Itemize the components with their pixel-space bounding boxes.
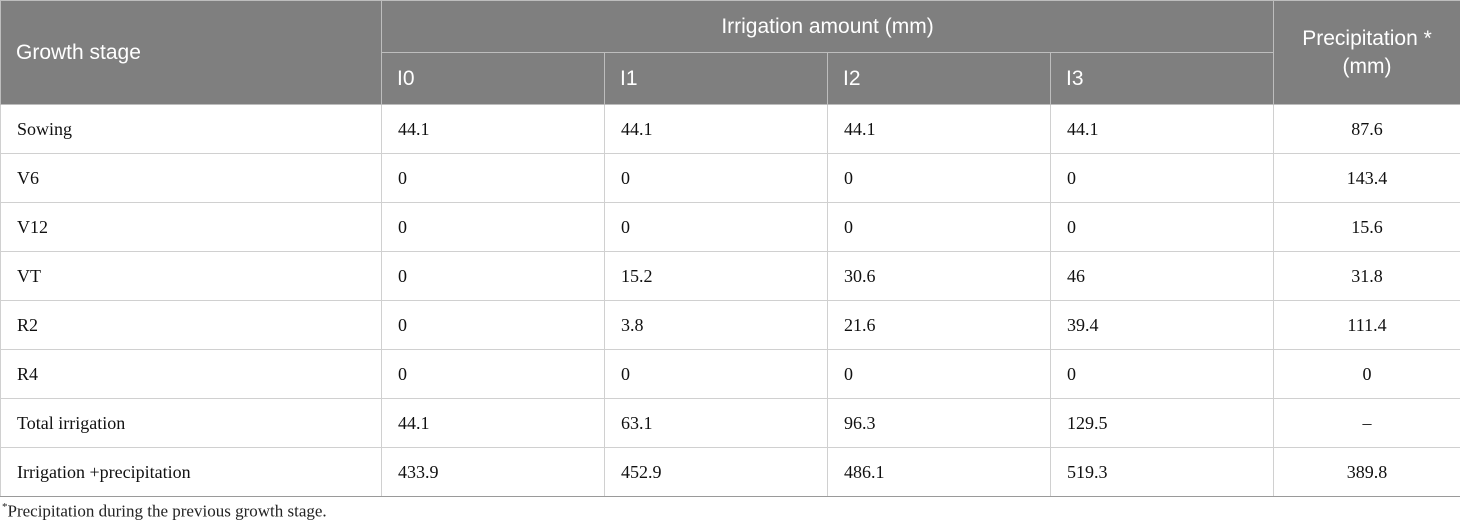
table-row: Sowing 44.1 44.1 44.1 44.1 87.6 <box>0 104 1460 154</box>
table-row: VT 0 15.2 30.6 46 31.8 <box>0 251 1460 301</box>
growth-stage-cell: R2 <box>0 300 382 350</box>
i1-cell: 15.2 <box>604 251 828 301</box>
table-row: R4 0 0 0 0 0 <box>0 349 1460 399</box>
i3-cell: 39.4 <box>1049 300 1275 350</box>
table-body: Sowing 44.1 44.1 44.1 44.1 87.6 V6 0 0 0… <box>0 104 1460 497</box>
i2-cell: 0 <box>827 349 1051 399</box>
treatment-header-i1: I1 <box>604 52 828 105</box>
i1-cell: 452.9 <box>604 447 828 497</box>
growth-stage-cell: V12 <box>0 202 382 252</box>
treatment-header-row: I0 I1 I2 I3 <box>1 52 1460 105</box>
i1-cell: 44.1 <box>604 104 828 154</box>
i0-cell: 44.1 <box>381 104 605 154</box>
i3-cell: 0 <box>1049 202 1275 252</box>
header-row: Growth stage Irrigation amount (mm) Prec… <box>0 0 1460 105</box>
i3-cell: 46 <box>1049 251 1275 301</box>
treatment-header-i2: I2 <box>827 52 1051 105</box>
precipitation-cell: 389.8 <box>1273 447 1460 497</box>
table-header: Growth stage Irrigation amount (mm) Prec… <box>0 0 1460 105</box>
precipitation-cell: – <box>1273 398 1460 448</box>
i2-cell: 21.6 <box>827 300 1051 350</box>
i0-cell: 0 <box>381 153 605 203</box>
i3-cell: 0 <box>1049 153 1275 203</box>
i2-cell: 0 <box>827 153 1051 203</box>
table-row: Irrigation +precipitation 433.9 452.9 48… <box>0 447 1460 497</box>
growth-stage-cell: R4 <box>0 349 382 399</box>
i2-cell: 0 <box>827 202 1051 252</box>
growth-stage-cell: Sowing <box>0 104 382 154</box>
table-footnote: *Precipitation during the previous growt… <box>2 501 327 522</box>
precipitation-header-line1: Precipitation * <box>1302 26 1432 50</box>
precipitation-cell: 111.4 <box>1273 300 1460 350</box>
i1-cell: 0 <box>604 202 828 252</box>
precipitation-cell: 31.8 <box>1273 251 1460 301</box>
precipitation-cell: 87.6 <box>1273 104 1460 154</box>
table-row: Total irrigation 44.1 63.1 96.3 129.5 – <box>0 398 1460 448</box>
i2-cell: 44.1 <box>827 104 1051 154</box>
table-row: R2 0 3.8 21.6 39.4 111.4 <box>0 300 1460 350</box>
treatment-header-i0: I0 <box>381 52 605 105</box>
i3-cell: 129.5 <box>1049 398 1275 448</box>
i0-cell: 0 <box>381 300 605 350</box>
irrigation-amount-header: Irrigation amount (mm) <box>380 0 1275 53</box>
growth-stage-cell: VT <box>0 251 382 301</box>
i0-cell: 44.1 <box>381 398 605 448</box>
i1-cell: 63.1 <box>604 398 828 448</box>
i0-cell: 0 <box>381 251 605 301</box>
i2-cell: 30.6 <box>827 251 1051 301</box>
precipitation-header-line2: (mm) <box>1342 54 1392 78</box>
growth-stage-header: Growth stage <box>0 0 382 105</box>
i3-cell: 44.1 <box>1049 104 1275 154</box>
i1-cell: 0 <box>604 153 828 203</box>
precipitation-cell: 0 <box>1273 349 1460 399</box>
i0-cell: 0 <box>381 202 605 252</box>
i2-cell: 96.3 <box>827 398 1051 448</box>
i0-cell: 0 <box>381 349 605 399</box>
growth-stage-cell: Total irrigation <box>0 398 382 448</box>
table-row: V12 0 0 0 0 15.6 <box>0 202 1460 252</box>
footnote-text: Precipitation during the previous growth… <box>7 501 327 521</box>
precipitation-cell: 143.4 <box>1273 153 1460 203</box>
i0-cell: 433.9 <box>381 447 605 497</box>
growth-stage-cell: V6 <box>0 153 382 203</box>
table-row: V6 0 0 0 0 143.4 <box>0 153 1460 203</box>
i1-cell: 3.8 <box>604 300 828 350</box>
treatment-header-i3: I3 <box>1049 52 1275 105</box>
i2-cell: 486.1 <box>827 447 1051 497</box>
precipitation-cell: 15.6 <box>1273 202 1460 252</box>
footnote-marker: * <box>2 501 8 513</box>
i3-cell: 0 <box>1049 349 1275 399</box>
precipitation-header: Precipitation * (mm) <box>1273 0 1460 105</box>
growth-stage-cell: Irrigation +precipitation <box>0 447 382 497</box>
i1-cell: 0 <box>604 349 828 399</box>
irrigation-precipitation-table: Growth stage Irrigation amount (mm) Prec… <box>0 0 1460 497</box>
i3-cell: 519.3 <box>1049 447 1275 497</box>
